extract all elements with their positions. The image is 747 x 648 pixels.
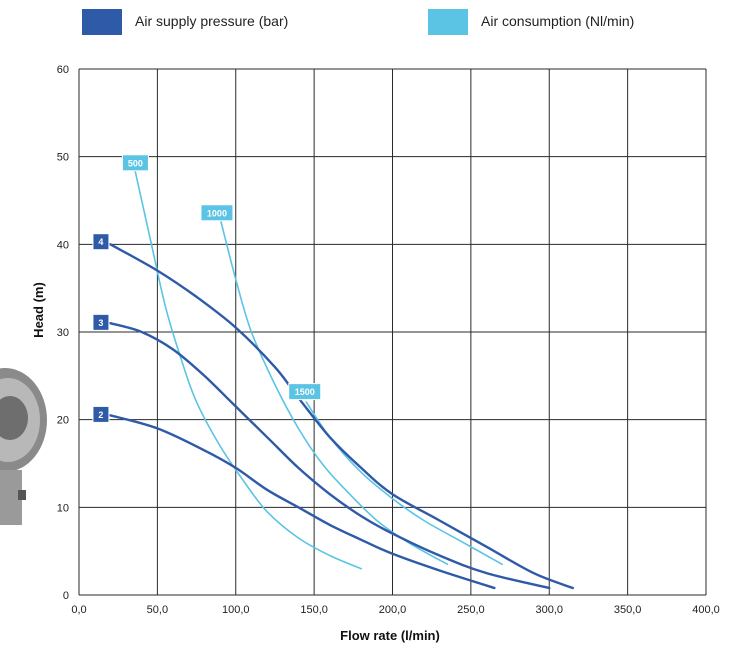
y-tick-label: 20	[57, 415, 69, 427]
series-line-consumption-1000	[219, 217, 449, 566]
legend-swatch-consumption	[428, 9, 468, 35]
y-tick-label: 50	[57, 152, 69, 164]
series-badge-1000: 1000	[200, 204, 234, 222]
series-badge-4: 4	[92, 233, 110, 251]
x-tick-label: 100,0	[222, 604, 250, 616]
series-line-pressure-3	[109, 322, 551, 590]
badge-label: 2	[98, 410, 103, 420]
y-tick-label: 30	[57, 327, 69, 339]
badge-label: 1000	[207, 208, 227, 218]
series-badges: 4 3 2 500 1000 1500	[92, 154, 322, 423]
series-badge-500: 500	[121, 154, 149, 172]
legend-label-pressure: Air supply pressure (bar)	[135, 13, 288, 29]
series-line-pressure-4	[109, 243, 574, 590]
series-badge-3: 3	[92, 313, 110, 331]
series-badge-2: 2	[92, 405, 110, 423]
badge-label: 500	[128, 158, 143, 168]
badge-label: 4	[98, 237, 103, 247]
x-tick-label: 50,0	[147, 604, 168, 616]
y-axis-title: Head (m)	[31, 282, 46, 338]
x-tick-label: 0,0	[71, 604, 86, 616]
badge-box	[92, 313, 110, 331]
legend: Air supply pressure (bar) Air consumptio…	[82, 9, 634, 35]
badge-box	[121, 154, 149, 172]
y-tick-label: 10	[57, 502, 69, 514]
badge-box	[288, 383, 322, 401]
series-badge-1500: 1500	[288, 383, 322, 401]
series-line-pressure-2	[109, 414, 496, 590]
grid	[78, 68, 707, 596]
series-line-consumption-500	[133, 164, 362, 570]
x-tick-label: 300,0	[535, 604, 563, 616]
badge-box	[92, 405, 110, 423]
x-tick-label: 200,0	[379, 604, 407, 616]
x-tick-label: 250,0	[457, 604, 485, 616]
x-axis-title: Flow rate (l/min)	[340, 628, 440, 643]
x-tick-label: 350,0	[614, 604, 642, 616]
pump-image	[0, 368, 47, 525]
y-tick-label: 40	[57, 239, 69, 251]
x-tick-label: 150,0	[300, 604, 328, 616]
y-tick-label: 0	[63, 590, 69, 602]
badge-label: 1500	[295, 387, 315, 397]
legend-label-consumption: Air consumption (Nl/min)	[481, 13, 634, 29]
y-tick-label: 60	[57, 64, 69, 76]
series	[109, 164, 574, 590]
x-tick-label: 400,0	[692, 604, 720, 616]
badge-box	[200, 204, 234, 222]
legend-swatch-pressure	[82, 9, 122, 35]
badge-box	[92, 233, 110, 251]
tick-labels: 0,0 50,0 100,0 150,0 200,0 250,0 300,0 350,0 400…	[57, 64, 720, 616]
badge-label: 3	[98, 318, 103, 328]
